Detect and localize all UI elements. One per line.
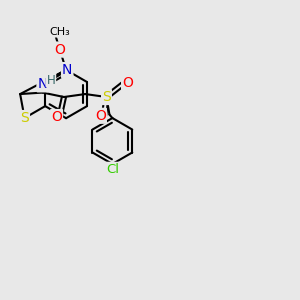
Text: Cl: Cl <box>106 163 119 176</box>
Text: O: O <box>95 109 106 123</box>
Text: O: O <box>54 43 65 57</box>
Text: S: S <box>20 111 29 125</box>
Text: CH₃: CH₃ <box>50 27 70 37</box>
Text: H: H <box>46 74 55 87</box>
Text: S: S <box>102 90 111 104</box>
Text: O: O <box>122 76 133 90</box>
Text: N: N <box>62 63 72 77</box>
Text: O: O <box>51 110 62 124</box>
Text: N: N <box>38 77 48 91</box>
